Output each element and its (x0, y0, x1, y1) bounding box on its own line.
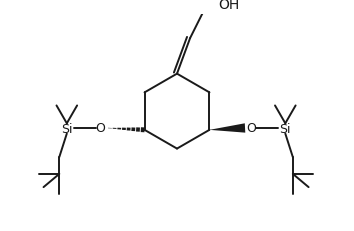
Text: OH: OH (218, 0, 239, 12)
Text: Si: Si (280, 123, 291, 136)
Text: Si: Si (61, 123, 73, 136)
Text: O: O (96, 122, 105, 135)
Text: O: O (247, 122, 257, 135)
Polygon shape (210, 124, 245, 133)
